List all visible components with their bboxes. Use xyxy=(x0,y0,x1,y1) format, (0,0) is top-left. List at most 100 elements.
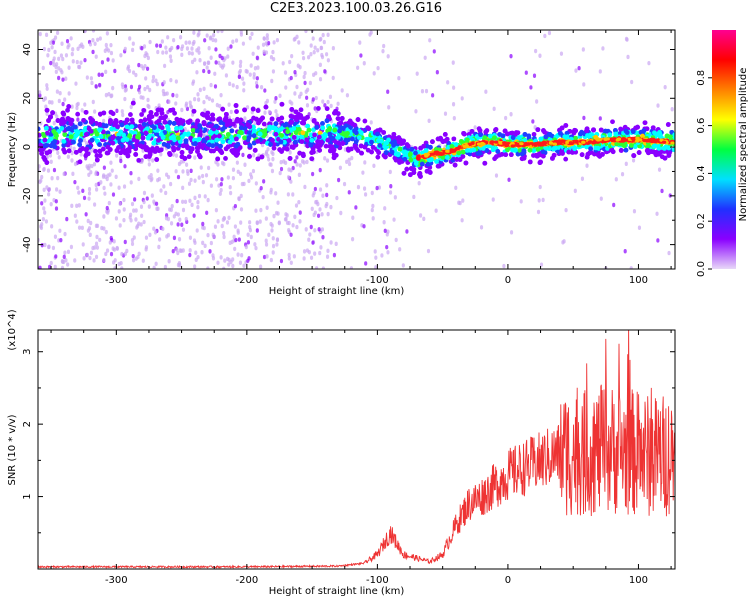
noise-mark xyxy=(58,189,62,194)
noise-mark xyxy=(85,75,89,80)
ridge-mark xyxy=(314,124,320,130)
ridge-mark xyxy=(170,141,176,146)
noise-mark xyxy=(287,256,291,261)
noise-mark xyxy=(289,179,293,184)
noise-mark xyxy=(383,206,387,211)
noise-mark xyxy=(53,264,57,269)
ridge-mark xyxy=(93,148,98,154)
noise-mark xyxy=(484,89,488,94)
noise-mark xyxy=(184,216,188,222)
ridge-mark xyxy=(531,131,537,137)
ridge-mark xyxy=(666,145,672,151)
ridge-mark xyxy=(540,153,546,159)
ridge-mark xyxy=(100,129,106,135)
ridge-mark xyxy=(588,149,594,155)
ridge-mark xyxy=(142,117,148,123)
noise-mark xyxy=(274,96,278,101)
noise-mark xyxy=(241,152,245,158)
noise-mark xyxy=(161,226,165,232)
ridge-mark xyxy=(60,120,66,126)
noise-mark xyxy=(77,64,81,70)
noise-mark xyxy=(401,263,405,268)
noise-mark xyxy=(285,220,290,226)
noise-mark xyxy=(215,177,219,182)
noise-mark xyxy=(307,237,311,242)
ridge-mark xyxy=(218,143,223,149)
noise-mark xyxy=(60,265,65,269)
noise-mark xyxy=(202,99,206,105)
ridge-mark xyxy=(535,147,541,152)
noise-mark xyxy=(431,93,435,98)
noise-mark xyxy=(213,71,217,77)
ridge-mark xyxy=(515,151,521,157)
noise-mark xyxy=(423,55,427,60)
noise-mark xyxy=(154,261,158,266)
noise-mark xyxy=(647,60,651,66)
ridge-mark xyxy=(242,135,248,141)
noise-mark xyxy=(519,199,523,204)
noise-mark xyxy=(63,97,67,102)
ridge-mark xyxy=(108,109,114,115)
ridge-mark xyxy=(595,145,601,151)
ridge-mark xyxy=(300,120,305,126)
ridge-mark xyxy=(546,132,552,137)
noise-mark xyxy=(45,86,49,92)
ridge-mark xyxy=(180,143,186,149)
noise-mark xyxy=(255,76,259,81)
ridge-mark xyxy=(196,152,202,158)
ridge-mark xyxy=(138,126,144,131)
noise-mark xyxy=(59,237,63,243)
ridge-mark xyxy=(215,156,221,162)
noise-mark xyxy=(233,224,238,229)
ridge-mark xyxy=(629,143,634,148)
noise-mark xyxy=(228,185,232,190)
ridge-mark xyxy=(155,127,160,133)
ridge-mark xyxy=(355,117,361,122)
noise-mark xyxy=(178,248,182,253)
noise-mark xyxy=(203,61,207,66)
ridge-mark xyxy=(88,119,94,125)
ridge-mark xyxy=(444,155,450,160)
ridge-mark xyxy=(196,136,202,142)
noise-mark xyxy=(193,240,197,245)
noise-mark xyxy=(196,92,200,97)
noise-mark xyxy=(142,44,147,49)
ridge-mark xyxy=(640,133,646,139)
ridge-mark xyxy=(578,131,583,137)
noise-mark xyxy=(614,177,618,182)
noise-mark xyxy=(386,250,390,255)
noise-mark xyxy=(139,95,143,100)
noise-mark xyxy=(133,197,137,202)
ridge-mark xyxy=(263,104,269,110)
ridge-mark xyxy=(246,130,252,136)
noise-mark xyxy=(203,108,207,113)
noise-mark xyxy=(43,242,47,248)
noise-mark xyxy=(393,195,397,200)
noise-mark xyxy=(253,242,257,247)
ridge-mark xyxy=(67,117,73,123)
noise-mark xyxy=(222,266,226,269)
ridge-mark xyxy=(165,142,171,148)
noise-mark xyxy=(248,72,252,77)
noise-mark xyxy=(181,248,185,253)
ridge-mark xyxy=(377,143,383,148)
noise-mark xyxy=(143,53,147,59)
noise-mark xyxy=(197,97,201,102)
noise-mark xyxy=(70,203,74,209)
noise-mark xyxy=(321,235,325,240)
noise-mark xyxy=(656,103,660,108)
ridge-mark xyxy=(337,128,343,134)
noise-mark xyxy=(38,164,41,169)
noise-mark xyxy=(313,45,317,50)
ridge-mark xyxy=(220,139,226,145)
noise-mark xyxy=(169,77,173,83)
ridge-mark xyxy=(88,128,94,134)
ridge-mark xyxy=(225,132,231,137)
noise-mark xyxy=(176,212,180,217)
noise-mark xyxy=(95,245,100,250)
noise-mark xyxy=(94,84,98,89)
noise-mark xyxy=(120,251,124,257)
noise-mark xyxy=(319,45,324,51)
ridge-mark xyxy=(174,126,179,131)
ridge-mark xyxy=(550,155,555,161)
